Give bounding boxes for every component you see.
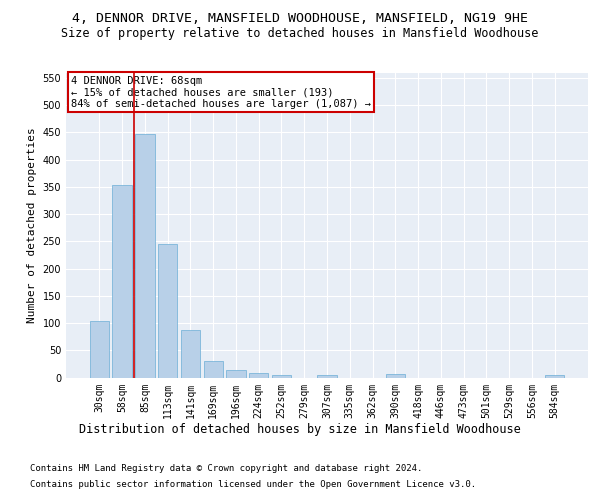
Text: Contains HM Land Registry data © Crown copyright and database right 2024.: Contains HM Land Registry data © Crown c… [30,464,422,473]
Bar [135,134,155,378]
Text: Size of property relative to detached houses in Mansfield Woodhouse: Size of property relative to detached ho… [61,28,539,40]
Bar [158,244,178,378]
Text: 4 DENNOR DRIVE: 68sqm
← 15% of detached houses are smaller (193)
84% of semi-det: 4 DENNOR DRIVE: 68sqm ← 15% of detached … [71,76,371,109]
Bar [249,372,268,378]
Bar [203,361,223,378]
Text: Distribution of detached houses by size in Mansfield Woodhouse: Distribution of detached houses by size … [79,422,521,436]
Bar [272,375,291,378]
Bar [317,375,337,378]
Bar [226,370,245,378]
Text: Contains public sector information licensed under the Open Government Licence v3: Contains public sector information licen… [30,480,476,489]
Bar [181,330,200,378]
Text: 4, DENNOR DRIVE, MANSFIELD WOODHOUSE, MANSFIELD, NG19 9HE: 4, DENNOR DRIVE, MANSFIELD WOODHOUSE, MA… [72,12,528,26]
Bar [90,322,109,378]
Y-axis label: Number of detached properties: Number of detached properties [27,127,37,323]
Bar [112,184,132,378]
Bar [386,374,405,378]
Bar [545,375,564,378]
